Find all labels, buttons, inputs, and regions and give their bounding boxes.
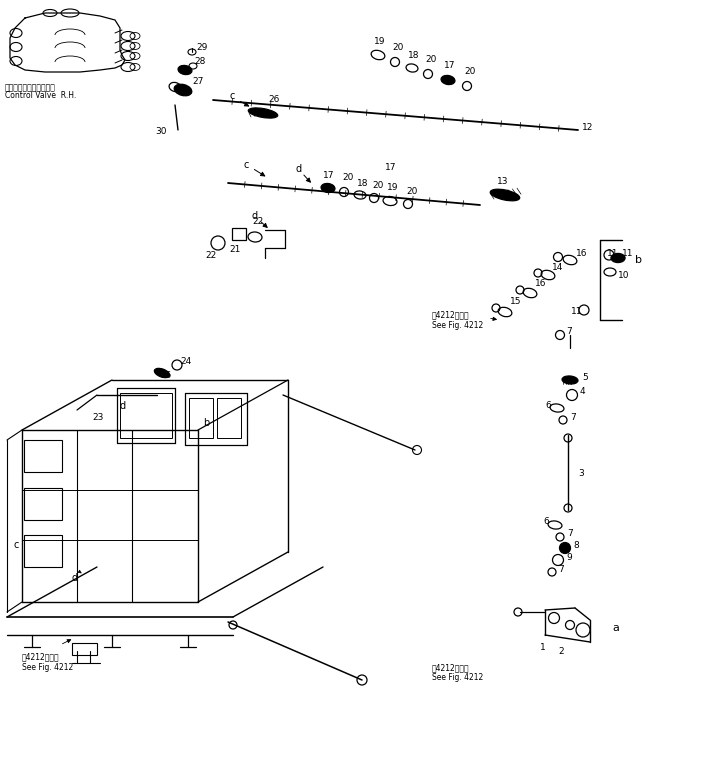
Text: 7: 7 bbox=[570, 414, 576, 422]
Text: 22: 22 bbox=[205, 250, 216, 260]
Text: See Fig. 4212: See Fig. 4212 bbox=[432, 321, 483, 329]
Circle shape bbox=[559, 542, 570, 553]
Text: b: b bbox=[203, 418, 210, 428]
Text: 9: 9 bbox=[566, 553, 572, 563]
Text: 20: 20 bbox=[342, 174, 354, 182]
Text: 17: 17 bbox=[323, 170, 335, 180]
Text: 7: 7 bbox=[558, 566, 564, 574]
Text: 7: 7 bbox=[566, 328, 572, 336]
Text: 20: 20 bbox=[392, 43, 403, 53]
Bar bbox=[24, 440, 62, 472]
Text: d: d bbox=[119, 401, 125, 411]
Text: 笥4212図参照: 笥4212図参照 bbox=[432, 311, 469, 319]
Text: 11: 11 bbox=[622, 249, 634, 257]
Text: 29: 29 bbox=[196, 43, 207, 51]
Text: a: a bbox=[612, 623, 619, 633]
Text: See Fig. 4212: See Fig. 4212 bbox=[22, 663, 73, 671]
Bar bbox=[24, 488, 62, 520]
Text: 20: 20 bbox=[406, 187, 418, 195]
Text: See Fig. 4212: See Fig. 4212 bbox=[432, 673, 483, 683]
Ellipse shape bbox=[174, 84, 192, 96]
Ellipse shape bbox=[562, 376, 578, 384]
Text: 23: 23 bbox=[92, 414, 104, 422]
Text: 24: 24 bbox=[180, 357, 192, 367]
Ellipse shape bbox=[441, 75, 455, 84]
Text: 18: 18 bbox=[408, 51, 420, 60]
Text: 25: 25 bbox=[160, 370, 171, 380]
Text: d: d bbox=[72, 573, 78, 583]
Text: 26: 26 bbox=[268, 95, 279, 105]
Text: 13: 13 bbox=[497, 177, 508, 187]
Text: c: c bbox=[243, 160, 248, 170]
Text: 1: 1 bbox=[540, 642, 546, 652]
Ellipse shape bbox=[611, 253, 625, 263]
Text: 10: 10 bbox=[618, 270, 629, 280]
Bar bbox=[232, 228, 246, 240]
Text: 22: 22 bbox=[252, 218, 264, 226]
Ellipse shape bbox=[490, 189, 520, 201]
Bar bbox=[217, 398, 241, 438]
Text: 15: 15 bbox=[510, 298, 521, 306]
Text: 30: 30 bbox=[155, 128, 166, 136]
Text: b: b bbox=[635, 255, 642, 265]
Text: 20: 20 bbox=[464, 67, 475, 77]
Bar bbox=[120, 393, 172, 438]
Text: 17: 17 bbox=[385, 164, 397, 173]
Text: 8: 8 bbox=[573, 542, 579, 550]
Text: 20: 20 bbox=[425, 56, 436, 64]
Text: 16: 16 bbox=[535, 278, 546, 288]
Text: Control Valve  R.H.: Control Valve R.H. bbox=[5, 91, 76, 101]
Text: 19: 19 bbox=[387, 184, 398, 192]
Bar bbox=[24, 535, 62, 567]
Text: 17: 17 bbox=[444, 61, 456, 71]
Text: 6: 6 bbox=[545, 401, 551, 411]
Text: d: d bbox=[295, 164, 301, 174]
Text: c: c bbox=[229, 91, 235, 101]
Text: c: c bbox=[14, 540, 19, 550]
Ellipse shape bbox=[321, 184, 335, 192]
Text: 28: 28 bbox=[194, 57, 205, 67]
Text: 笥4212図参照: 笥4212図参照 bbox=[22, 653, 60, 662]
Ellipse shape bbox=[178, 65, 192, 74]
Text: 18: 18 bbox=[357, 178, 369, 188]
Text: 27: 27 bbox=[192, 77, 203, 85]
Text: 19: 19 bbox=[374, 37, 385, 46]
Ellipse shape bbox=[248, 108, 278, 118]
Text: 7: 7 bbox=[567, 529, 572, 539]
Ellipse shape bbox=[154, 368, 170, 377]
Text: 6: 6 bbox=[543, 518, 549, 526]
Text: 11: 11 bbox=[571, 308, 582, 316]
Bar bbox=[72, 643, 97, 655]
Text: 笥4212図参照: 笥4212図参照 bbox=[432, 663, 469, 673]
Text: 16: 16 bbox=[576, 250, 588, 259]
Text: 3: 3 bbox=[578, 469, 584, 477]
Text: 12: 12 bbox=[582, 122, 593, 132]
Bar bbox=[189, 398, 213, 438]
Text: コントロールバルブ　右: コントロールバルブ 右 bbox=[5, 84, 56, 92]
Text: 4: 4 bbox=[580, 388, 585, 397]
Text: 2: 2 bbox=[558, 647, 564, 656]
Text: 5: 5 bbox=[582, 373, 588, 381]
Text: 21: 21 bbox=[229, 246, 240, 254]
Text: d: d bbox=[252, 211, 258, 221]
Text: 20: 20 bbox=[372, 181, 383, 190]
Text: 14: 14 bbox=[552, 264, 563, 273]
Text: 11: 11 bbox=[607, 249, 618, 257]
